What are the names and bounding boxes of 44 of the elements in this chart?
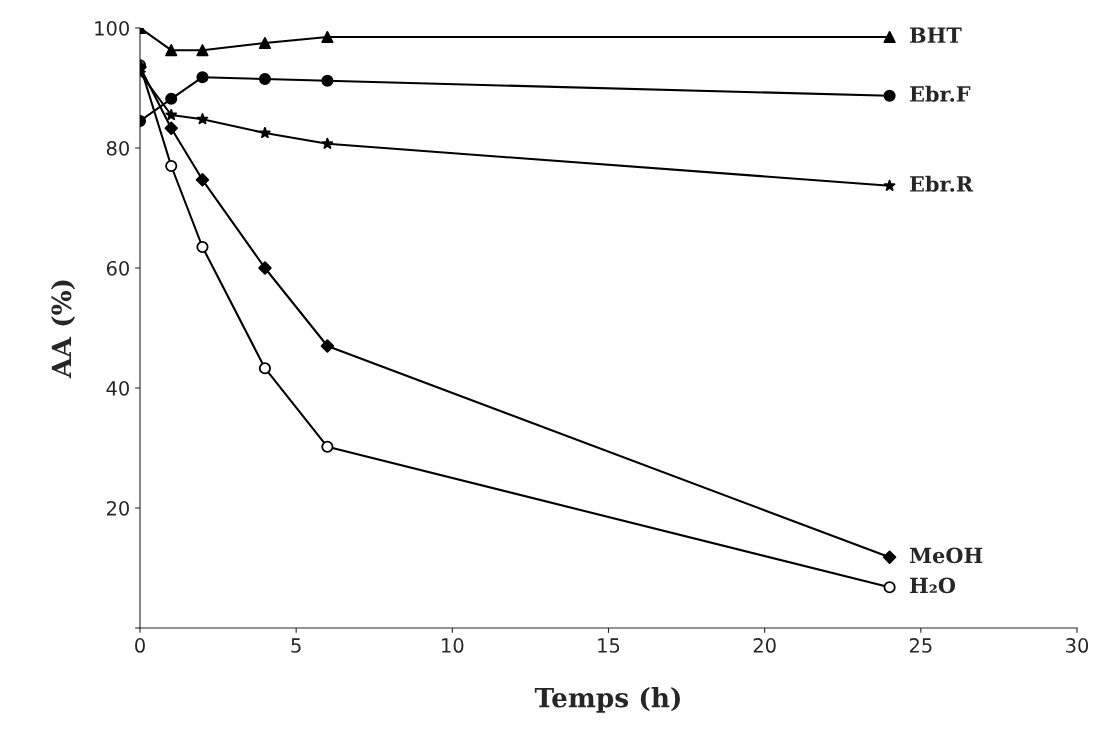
x-axis-title: Temps (h): [534, 687, 680, 713]
x-tick-label: 5: [291, 638, 301, 653]
point: [196, 44, 209, 57]
series-label: Ebr.F: [910, 85, 971, 102]
point: [165, 44, 178, 57]
x-tick-label: 0: [135, 638, 145, 653]
y-tick-label: 60: [106, 260, 129, 276]
series-label: MeOH: [909, 547, 983, 564]
series-label: Ebr.R: [910, 175, 974, 192]
point: [882, 550, 897, 564]
point: [164, 121, 178, 135]
series-label: H₂O: [910, 577, 956, 594]
point: [196, 71, 209, 84]
point: [321, 30, 334, 44]
point: [165, 159, 178, 173]
point: [883, 30, 896, 44]
point: [258, 261, 272, 275]
point: [320, 339, 335, 353]
point: [321, 74, 334, 87]
point: [195, 173, 210, 187]
series-label: BHT: [910, 27, 962, 43]
point: [196, 240, 209, 254]
point: [165, 92, 178, 105]
point: [259, 126, 271, 139]
point: [883, 179, 896, 191]
point: [165, 108, 178, 121]
x-tick-label: 15: [598, 638, 620, 653]
y-tick-label: 80: [106, 140, 129, 156]
y-tick-label: 100: [95, 20, 129, 36]
point: [321, 137, 334, 149]
y-axis-title: AA (%): [50, 280, 76, 379]
y-tick-label: 20: [106, 500, 129, 516]
point: [321, 440, 334, 453]
point: [883, 581, 896, 594]
point: [258, 36, 271, 50]
point: [258, 362, 271, 375]
x-tick-label: 20: [753, 638, 776, 653]
x-tick-label: 10: [442, 638, 464, 653]
point: [883, 89, 896, 102]
x-tick-label: 25: [909, 638, 932, 653]
y-tick-label: 40: [106, 380, 129, 396]
x-tick-label: 30: [1066, 638, 1089, 653]
point: [258, 72, 271, 86]
point: [196, 113, 209, 125]
